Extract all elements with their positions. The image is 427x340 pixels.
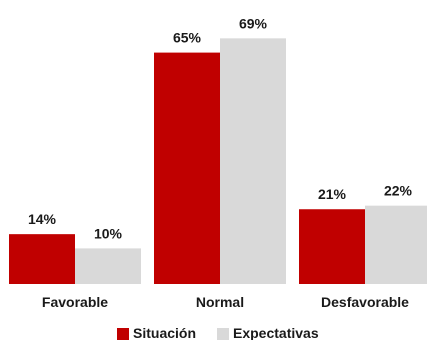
legend-label-expectativas: Expectativas <box>233 325 319 340</box>
data-label: 65% <box>173 30 202 46</box>
bar-situacin-desfavorable <box>299 209 365 284</box>
bar-situacin-normal <box>154 52 220 284</box>
bars-group <box>9 38 427 284</box>
data-label: 22% <box>384 183 413 199</box>
category-label-normal: Normal <box>196 294 244 310</box>
bar-situacin-favorable <box>9 234 75 284</box>
bar-expectativas-normal <box>220 38 286 284</box>
legend-label-situacion: Situación <box>133 325 196 340</box>
data-label: 10% <box>94 225 123 241</box>
legend-swatch-expectativas <box>217 328 229 340</box>
data-label: 69% <box>239 15 268 31</box>
data-label: 14% <box>28 211 57 227</box>
category-labels-group: Favorable Normal Desfavorable <box>42 294 409 310</box>
data-labels-group: 14% 10% 65% 69% 21% 22% <box>28 15 413 241</box>
bar-expectativas-desfavorable <box>365 205 427 284</box>
data-label: 21% <box>318 186 347 202</box>
category-label-desfavorable: Desfavorable <box>321 294 409 310</box>
bar-expectativas-favorable <box>75 248 141 284</box>
category-label-favorable: Favorable <box>42 294 108 310</box>
legend: Situación Expectativas <box>117 325 319 340</box>
legend-swatch-situacion <box>117 328 129 340</box>
